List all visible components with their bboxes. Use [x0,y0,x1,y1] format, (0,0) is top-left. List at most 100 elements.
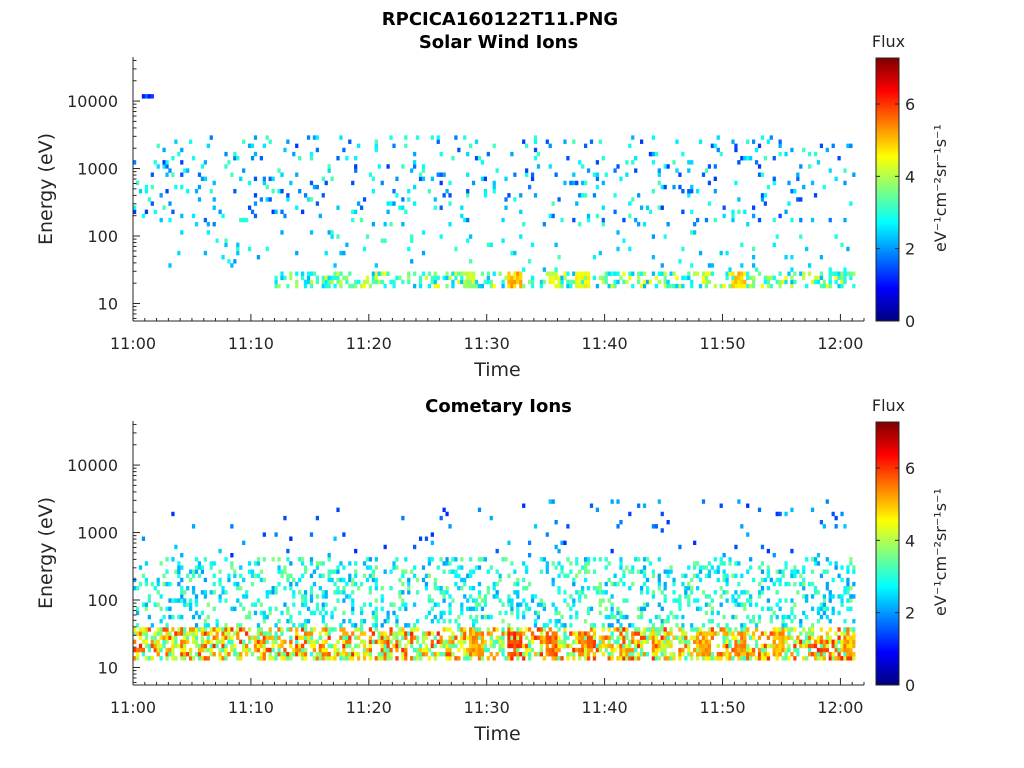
spectrogram-cell [663,619,667,624]
spectrogram-cell [463,639,467,645]
spectrogram-cell [725,656,729,661]
spectrogram-cell [289,635,293,640]
spectrogram-cell [583,271,588,276]
spectrogram-cell [551,602,555,607]
spectrogram-cell [138,565,143,570]
spectrogram-cell [168,647,172,653]
spectrogram-cell [389,652,393,657]
spectrogram-cell [268,606,272,612]
spectrogram-cell [631,647,635,653]
spectrogram-cell [578,283,582,289]
spectrogram-cell [828,168,832,173]
spectrogram-cell [404,602,408,607]
spectrogram-cell [527,540,532,546]
spectrogram-cell [734,147,738,153]
spectrogram-cell [539,569,544,574]
spectrogram-cell [583,639,588,645]
spectrogram-cell [763,643,768,649]
spectrogram-cell [654,524,658,529]
spectrogram-cell [218,627,222,632]
spectrogram-cell [162,627,166,632]
spectrogram-cell [634,627,638,632]
spectrogram-cell [292,602,296,607]
spectrogram-cell [572,271,576,276]
spectrogram-cell [545,631,549,636]
spectrogram-cell [622,238,626,243]
spectrogram-cell [513,271,517,276]
spectrogram-cell [793,565,797,570]
spectrogram-cell [457,271,461,276]
spectrogram-cell [242,647,246,653]
spectrogram-cell [799,271,803,276]
spectrogram-cell [365,647,370,653]
spectrogram-cell [224,623,228,628]
spectrogram-cell [324,656,328,661]
spectrogram-cell [819,143,824,149]
spectrogram-cell [560,275,564,281]
spectrogram-cell [233,643,237,649]
spectrogram-cell [784,255,788,260]
spectrogram-cell [533,619,538,624]
spectrogram-cell [386,619,390,624]
spectrogram-cell [722,639,726,645]
spectrogram-cell [802,581,806,587]
spectrogram-cell [563,590,567,595]
colorbar-title: Flux [872,32,905,51]
spectrogram-cell [439,234,443,239]
spectrogram-cell [253,643,258,649]
spectrogram-cell [625,598,629,603]
spectrogram-cell [460,631,464,636]
spectrogram-cell [395,193,399,198]
spectrogram-cell [778,271,782,276]
spectrogram-cell [221,255,225,260]
spectrogram-cell [247,205,252,210]
spectrogram-cell [345,635,349,640]
spectrogram-cell [734,639,738,645]
spectrogram-cell [301,623,305,628]
spectrogram-cell [200,610,205,616]
spectrogram-cell [713,631,717,636]
spectrogram-cell [295,279,299,285]
spectrogram-cell [501,647,505,653]
spectrogram-cell [309,180,314,186]
spectrogram-cell [583,635,588,640]
spectrogram-cell [230,606,234,612]
spectrogram-cell [701,275,706,281]
spectrogram-cell [781,619,785,624]
spectrogram-cell [421,565,426,570]
spectrogram-cell [471,180,476,186]
spectrogram-cell [197,643,202,649]
spectrogram-cell [162,160,166,165]
spectrogram-cell [757,172,762,177]
spectrogram-cell [354,156,358,161]
spectrogram-cell [239,627,243,632]
spectrogram-cell [743,652,747,657]
spectrogram-cell [666,279,670,285]
spectrogram-cell [380,639,384,645]
spectrogram-cell [165,557,169,562]
spectrogram-cell [660,639,664,645]
spectrogram-cell [327,643,331,649]
spectrogram-cell [557,656,561,661]
spectrogram-cell [165,164,169,169]
spectrogram-cell [489,242,493,248]
spectrogram-cell [401,515,405,521]
spectrogram-cell [790,548,794,554]
spectrogram-cell [333,536,337,541]
spectrogram-cell [292,590,296,595]
spectrogram-cell [477,557,482,562]
spectrogram-cell [345,279,349,285]
spectrogram-cell [480,635,485,640]
spectrogram-cell [483,176,488,182]
spectrogram-cell [362,573,367,579]
spectrogram-cell [728,557,732,562]
spectrogram-cell [628,246,632,252]
spectrogram-cell [654,643,658,649]
spectrogram-cell [421,647,426,653]
spectrogram-cell [283,147,287,153]
spectrogram-cell [413,565,417,570]
spectrogram-cell [507,271,511,276]
colorbar-title: Flux [872,396,905,415]
spectrogram-cell [333,275,337,281]
spectrogram-cell [728,631,732,636]
